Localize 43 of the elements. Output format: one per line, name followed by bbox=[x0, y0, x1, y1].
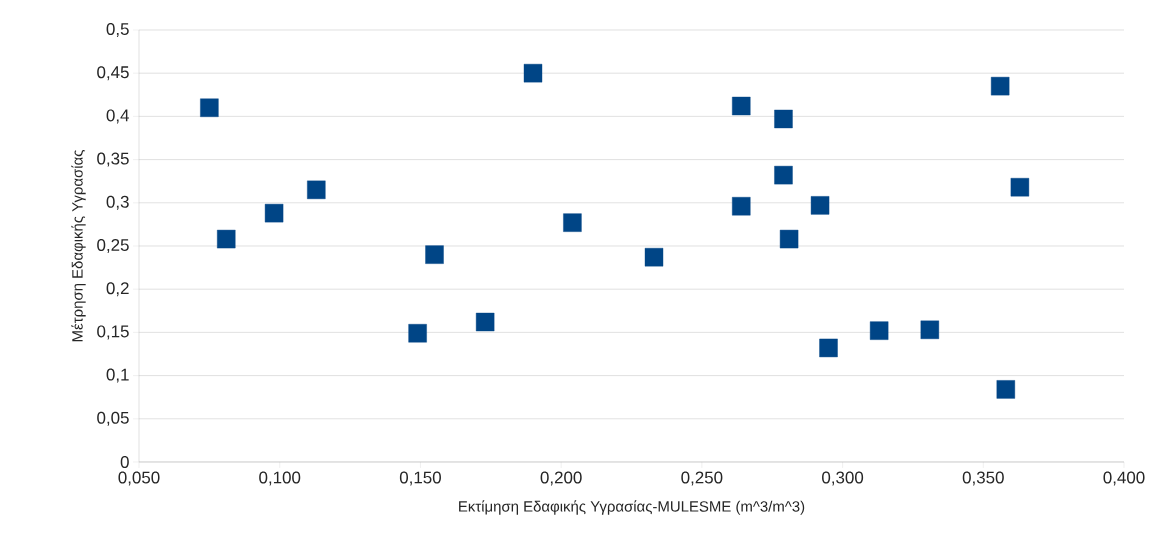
x-axis-title: Εκτίμηση Εδαφικής Υγρασίας-MULESME (m^3/m^3) bbox=[459, 500, 805, 515]
x-tick-label: 0,200 bbox=[540, 471, 582, 486]
point bbox=[644, 248, 664, 267]
point bbox=[200, 98, 219, 117]
point bbox=[779, 229, 799, 249]
y-tick-label: 0 bbox=[120, 455, 129, 468]
point bbox=[264, 203, 284, 223]
y-tick-label: 0,15 bbox=[97, 325, 129, 340]
y-tick-label: 0,25 bbox=[97, 238, 129, 253]
y-tick-label: 0,05 bbox=[97, 411, 129, 426]
point bbox=[523, 63, 543, 83]
y-tick-label: 0,2 bbox=[106, 282, 129, 297]
x-tick-label: 0,300 bbox=[822, 471, 864, 486]
point bbox=[869, 321, 889, 340]
y-tick-label: 0,45 bbox=[97, 66, 129, 81]
x-tick-label: 0,400 bbox=[1103, 471, 1145, 486]
point bbox=[996, 380, 1016, 399]
point bbox=[475, 312, 495, 332]
y-axis-title: Μέτρηση Εδαφικής Υγρασίας bbox=[71, 150, 86, 342]
point bbox=[408, 324, 427, 343]
x-tick-label: 0,150 bbox=[399, 471, 441, 486]
x-tick-label: 0,350 bbox=[962, 471, 1004, 486]
point bbox=[819, 338, 838, 358]
point bbox=[774, 109, 793, 129]
point bbox=[563, 213, 582, 232]
point bbox=[217, 229, 236, 249]
point bbox=[990, 76, 1010, 96]
y-tick-label: 0,35 bbox=[97, 152, 129, 167]
y-tick-label: 0,3 bbox=[106, 195, 129, 210]
point bbox=[1010, 178, 1030, 197]
point bbox=[732, 96, 751, 116]
point bbox=[810, 196, 830, 215]
point bbox=[307, 180, 326, 200]
y-tick-label: 0,5 bbox=[106, 22, 129, 37]
y-tick-label: 0,1 bbox=[106, 368, 129, 383]
point bbox=[425, 245, 444, 264]
x-tick-label: 0,250 bbox=[681, 471, 723, 486]
x-tick-label: 0,100 bbox=[259, 471, 301, 486]
y-tick-label: 0,4 bbox=[106, 109, 129, 124]
point bbox=[732, 197, 751, 216]
point bbox=[920, 320, 940, 339]
x-tick-label: 0,050 bbox=[118, 471, 160, 486]
point bbox=[774, 165, 793, 185]
